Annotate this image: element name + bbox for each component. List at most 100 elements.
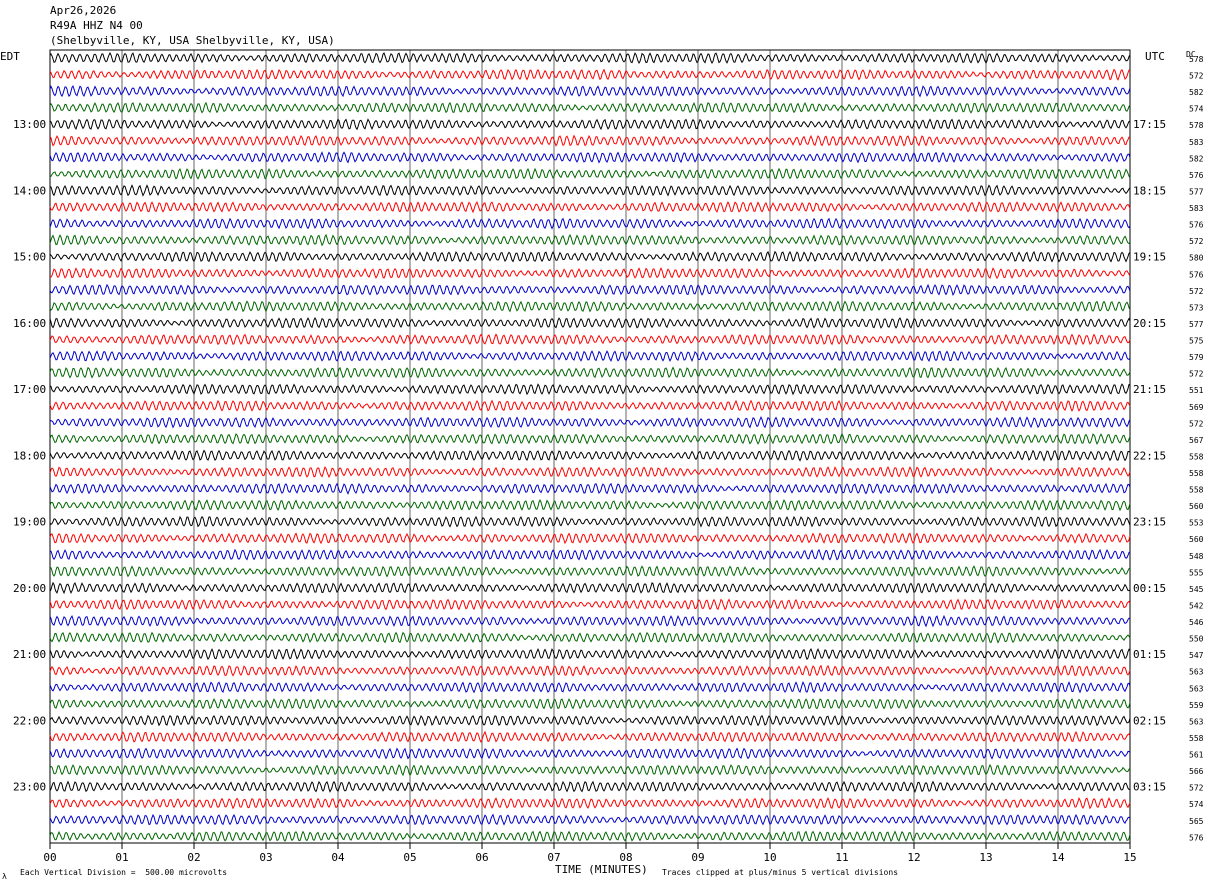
x-tick-label: 01 [115,851,128,864]
utc-hour-label: 17:15 [1133,118,1166,131]
utc-hour-label: 01:15 [1133,648,1166,661]
x-tick-label: 09 [691,851,704,864]
seismic-trace [49,118,1131,131]
utc-hour-label: 22:15 [1133,449,1166,462]
dc-offset-label: 553 [1189,519,1204,528]
seismic-trace [49,333,1131,346]
dc-offset-label: 578 [1189,55,1204,64]
station-label: R49A HHZ N4 00 [50,19,143,32]
seismic-trace [49,565,1131,578]
dc-offset-label: 577 [1189,320,1204,329]
seismic-trace [49,515,1131,528]
utc-hour-label: 03:15 [1133,781,1166,794]
utc-hour-label: 23:15 [1133,516,1166,529]
edt-hour-label: 14:00 [13,184,46,197]
dc-offset-label: 574 [1189,800,1204,809]
dc-offset-label: 567 [1189,436,1204,445]
seismic-trace [49,399,1131,412]
x-tick-label: 13 [979,851,992,864]
dc-offset-label: 576 [1189,221,1204,230]
left-timezone-label: EDT [0,50,20,63]
seismic-trace [49,85,1131,98]
x-tick-label: 02 [187,851,200,864]
dc-offset-label: 558 [1189,469,1204,478]
seismic-trace [49,581,1131,595]
seismic-trace [49,796,1131,810]
seismic-trace [49,151,1131,164]
seismic-trace [49,200,1131,214]
dc-offset-label: 560 [1189,502,1204,511]
seismic-trace [49,68,1131,81]
seismic-trace [49,316,1131,329]
dc-offset-label: 576 [1189,833,1204,842]
seismic-trace [49,283,1131,296]
location-label: (Shelbyville, KY, USA Shelbyville, KY, U… [50,34,335,47]
dc-offset-label: 542 [1189,601,1204,610]
seismic-trace [49,167,1131,180]
edt-hour-label: 17:00 [13,383,46,396]
right-timezone-label: UTC [1145,50,1165,63]
dc-offset-label: 545 [1189,585,1204,594]
seismic-trace [49,730,1131,744]
dc-offset-label: 561 [1189,751,1204,760]
dc-offset-label: 558 [1189,734,1204,743]
utc-hour-label: 00:15 [1133,582,1166,595]
clip-note: Traces clipped at plus/minus 5 vertical … [662,868,899,877]
x-tick-label: 08 [619,851,632,864]
date-label: Apr26,2026 [50,4,117,17]
seismic-trace [49,250,1131,263]
edt-hour-label: 16:00 [13,317,46,330]
dc-offset-label: 569 [1189,403,1204,412]
x-tick-label: 06 [475,851,488,864]
dc-offset-label: 576 [1189,270,1204,279]
x-axis-label: TIME (MINUTES) [555,863,648,876]
seismic-trace [49,432,1131,445]
seismic-trace [49,697,1131,710]
dc-offset-label: 573 [1189,303,1204,312]
x-tick-label: 12 [907,851,920,864]
edt-hour-label: 18:00 [13,449,46,462]
plot-frame [49,49,1131,844]
seismic-trace [49,383,1131,396]
seismic-trace [49,267,1131,280]
utc-hour-label: 19:15 [1133,251,1166,264]
utc-hour-label: 21:15 [1133,383,1166,396]
seismic-trace [49,664,1131,677]
dc-offset-label: 563 [1189,684,1204,693]
seismic-trace [49,184,1131,197]
x-tick-label: 00 [43,851,56,864]
edt-hour-label: 13:00 [13,118,46,131]
utc-hour-label: 02:15 [1133,714,1166,727]
dc-offset-label: 576 [1189,171,1204,180]
seismic-trace [49,681,1131,694]
seismic-trace [49,532,1131,545]
dc-offset-label: 565 [1189,817,1204,826]
x-tick-label: 10 [763,851,776,864]
seismic-trace [49,482,1131,495]
seismic-trace [49,548,1131,561]
dc-offset-label: 583 [1189,138,1204,147]
dc-offset-label: 559 [1189,701,1204,710]
edt-hour-label: 23:00 [13,781,46,794]
x-tick-label: 05 [403,851,416,864]
dc-offset-label: 551 [1189,386,1204,395]
x-tick-label: 04 [331,851,345,864]
dc-offset-label: 578 [1189,121,1204,130]
dc-offset-label: 574 [1189,105,1204,114]
dc-offset-label: 580 [1189,254,1204,263]
dc-offset-label: 583 [1189,204,1204,213]
x-tick-label: 11 [835,851,848,864]
seismic-trace [49,101,1131,114]
seismic-trace [49,598,1131,611]
seismic-trace [49,647,1131,661]
edt-hour-label: 15:00 [13,251,46,264]
dc-offset-label: 575 [1189,337,1204,346]
x-tick-label: 03 [259,851,272,864]
dc-offset-label: 558 [1189,486,1204,495]
seismic-trace [49,415,1131,429]
dc-offset-label: 572 [1189,370,1204,379]
seismic-trace [49,300,1131,313]
seismic-trace [49,449,1131,462]
dc-offset-label: 572 [1189,287,1204,296]
